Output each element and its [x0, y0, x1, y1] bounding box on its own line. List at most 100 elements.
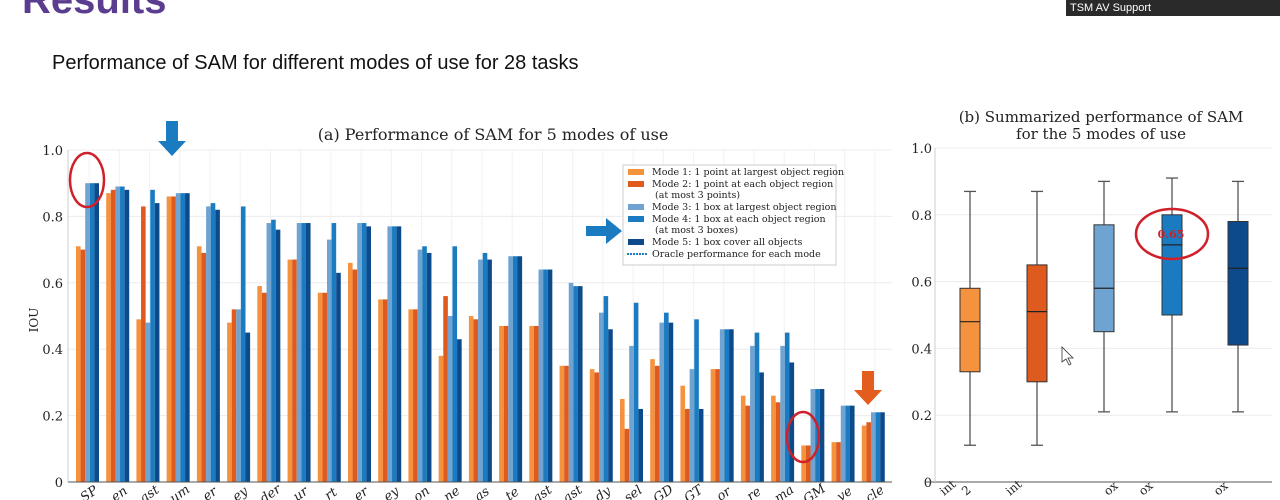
bar-1 — [257, 286, 262, 482]
x-tick-label-b: ox — [1101, 478, 1121, 498]
legend-swatch-1 — [628, 169, 644, 175]
bar-5 — [215, 209, 220, 482]
y-axis-label-a: IOU — [27, 308, 41, 333]
x-tick-label-a: SP — [78, 483, 101, 500]
bar-5 — [457, 339, 462, 482]
bar-3 — [689, 369, 695, 482]
x-tick-label-b: ox — [1136, 478, 1156, 498]
camera-thumbnail: TSM AV Support — [1066, 0, 1280, 16]
x-tick-label-a: ma — [772, 483, 797, 500]
y-tick-label-a: 0 — [55, 476, 63, 491]
bar-5 — [245, 332, 251, 482]
bar-4 — [301, 223, 306, 483]
bar-4 — [392, 226, 397, 482]
x-tick-label-a: ast — [137, 482, 162, 500]
bar-3 — [387, 226, 393, 482]
legend-label-oracle: Oracle performance for each mode — [652, 249, 821, 260]
bar-4 — [724, 329, 730, 482]
bar-5 — [124, 189, 130, 482]
x-tick-label-a: GM — [801, 481, 830, 500]
bar-4 — [331, 223, 337, 483]
x-tick-label-a: ast — [530, 482, 555, 500]
chart-a-title: (a) Performance of SAM for 5 modes of us… — [318, 125, 669, 144]
annotation-median: 0.65 — [1158, 228, 1185, 241]
x-tick-label-a: GD — [651, 482, 677, 500]
x-tick-label-a: er — [200, 484, 221, 500]
bar-1 — [589, 369, 595, 482]
bar-4 — [543, 269, 548, 482]
legend-swatch-3 — [628, 204, 644, 210]
bar-1 — [650, 359, 655, 482]
bar-5 — [487, 259, 492, 482]
x-tick-label-b: int — [937, 477, 959, 498]
x-tick-label-a: ne — [441, 483, 463, 500]
bar-3 — [357, 223, 362, 483]
bar-1 — [861, 425, 867, 482]
x-tick-label-a: ey — [381, 484, 402, 500]
bar-4 — [422, 246, 427, 482]
right-arrow-icon — [586, 218, 622, 244]
bar-3 — [236, 309, 241, 482]
box-2 — [1026, 264, 1048, 383]
highlight-circle — [785, 410, 821, 464]
bar-3 — [175, 193, 181, 482]
bar-5 — [759, 372, 764, 482]
down-arrow-icon — [854, 371, 882, 405]
bar-5 — [275, 229, 281, 482]
bar-4 — [603, 296, 609, 482]
x-tick-label-a: te — [503, 484, 522, 500]
bar-5 — [668, 322, 674, 482]
bar-3 — [810, 389, 816, 482]
bar-2 — [382, 299, 388, 482]
x-tick-label-a: um — [167, 482, 193, 500]
bar-2 — [473, 319, 479, 482]
bar-2 — [231, 309, 237, 482]
bar-5 — [305, 223, 311, 483]
bar-1 — [196, 246, 202, 482]
bar-4 — [815, 389, 820, 482]
bar-4 — [573, 286, 578, 482]
bar-3 — [206, 206, 211, 482]
bar-1 — [287, 259, 293, 482]
y-tick-label-b: 0.2 — [911, 409, 932, 424]
bar-2 — [564, 365, 569, 482]
x-tick-label-a: ur — [291, 484, 312, 500]
bar-4 — [361, 223, 367, 483]
bar-1 — [106, 193, 111, 482]
bar-2 — [292, 259, 297, 482]
bar-4 — [150, 189, 155, 482]
bar-3 — [85, 183, 90, 482]
bar-5 — [577, 286, 583, 482]
bar-5 — [638, 408, 643, 482]
bar-2 — [866, 422, 871, 482]
x-tick-label-a: GT — [682, 482, 707, 500]
bar-1 — [76, 246, 81, 482]
legend: Mode 1: 1 point at largest object region… — [622, 164, 844, 266]
bar-3 — [840, 405, 846, 482]
slide-subtitle: Performance of SAM for different modes o… — [52, 52, 579, 74]
bar-1 — [348, 262, 353, 482]
x-tick-label-a: sel — [622, 483, 646, 500]
bar-2 — [201, 252, 207, 482]
bar-3 — [568, 282, 574, 482]
chart-b-title: for the 5 modes of use — [1016, 125, 1186, 143]
bar-3 — [266, 223, 272, 483]
bar-4 — [875, 412, 881, 482]
x-tick-label-a: rt — [322, 485, 341, 500]
bar-3 — [326, 239, 332, 482]
slide-title: Results — [22, 0, 167, 22]
bar-5 — [789, 362, 795, 482]
y-tick-label-b: 0 — [924, 476, 932, 491]
legend-box — [622, 164, 837, 266]
bar-3 — [659, 322, 665, 482]
bar-2 — [110, 189, 116, 482]
bar-3 — [296, 223, 302, 483]
bar-2 — [715, 369, 720, 482]
x-tick-label-a: as — [472, 484, 493, 500]
x-tick-label-b: int — [1003, 477, 1025, 498]
bar-3 — [719, 329, 725, 482]
bar-3 — [780, 345, 785, 482]
legend-label-1: Mode 1: 1 point at largest object region — [652, 167, 844, 178]
bar-4 — [633, 302, 639, 482]
bar-3 — [870, 412, 876, 482]
